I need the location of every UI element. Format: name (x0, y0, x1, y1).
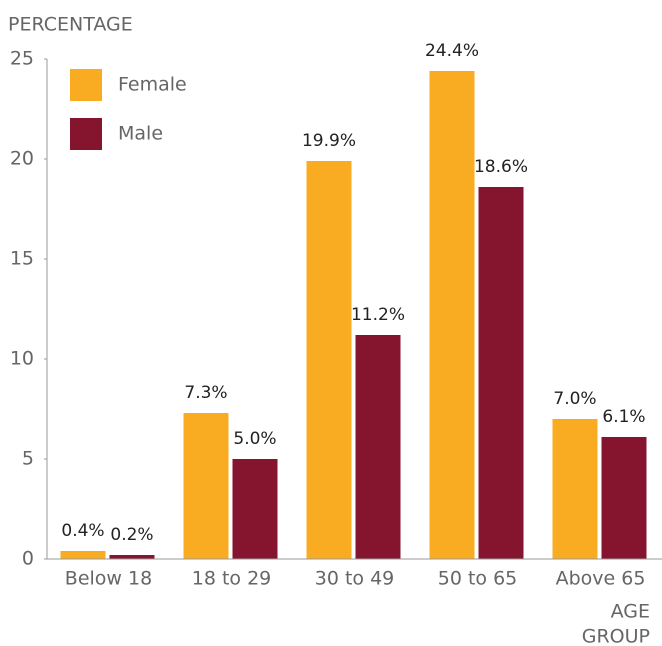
value-label: 0.4% (61, 521, 104, 541)
x-axis-label: GROUP (582, 626, 650, 646)
x-tick-label: 30 to 49 (315, 568, 395, 590)
value-label: 19.9% (302, 131, 356, 151)
x-tick-label: 18 to 29 (192, 568, 272, 590)
y-tick-label: 25 (10, 48, 34, 70)
value-label: 18.6% (474, 157, 528, 177)
value-label: 5.0% (233, 429, 276, 449)
bar (109, 555, 155, 559)
bar (601, 437, 647, 559)
y-axis-label: PERCENTAGE (8, 14, 133, 36)
bar (232, 459, 278, 559)
bar (552, 419, 598, 559)
bar (355, 335, 401, 559)
bar (60, 551, 106, 559)
bar (429, 71, 475, 559)
y-tick-label: 5 (22, 448, 34, 470)
x-tick-label: Above 65 (556, 568, 646, 590)
bar (306, 161, 352, 559)
x-tick-label: 50 to 65 (438, 568, 518, 590)
y-tick-label: 0 (22, 548, 34, 570)
value-label: 11.2% (351, 305, 405, 325)
value-label: 24.4% (425, 41, 479, 61)
legend-label: Female (118, 74, 187, 96)
x-tick-label: Below 18 (65, 568, 152, 590)
bar (478, 187, 524, 559)
y-tick-label: 15 (10, 248, 34, 270)
value-label: 6.1% (602, 407, 645, 427)
legend-label: Male (118, 123, 163, 145)
legend-swatch (70, 118, 102, 150)
bar (183, 413, 229, 559)
value-label: 0.2% (110, 525, 153, 545)
x-axis-label: AGE (611, 601, 650, 623)
legend-swatch (70, 69, 102, 101)
y-tick-label: 20 (10, 148, 34, 170)
value-label: 7.0% (553, 389, 596, 409)
value-label: 7.3% (184, 383, 227, 403)
y-tick-label: 10 (10, 348, 34, 370)
